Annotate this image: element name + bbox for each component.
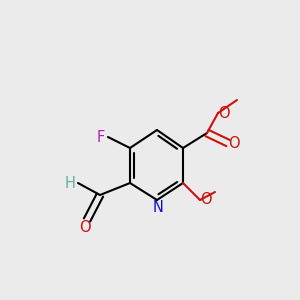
- Text: O: O: [218, 106, 230, 121]
- Text: F: F: [97, 130, 105, 145]
- Text: H: H: [65, 176, 76, 190]
- Text: N: N: [153, 200, 164, 215]
- Text: O: O: [79, 220, 91, 235]
- Text: O: O: [228, 136, 240, 151]
- Text: O: O: [200, 193, 212, 208]
